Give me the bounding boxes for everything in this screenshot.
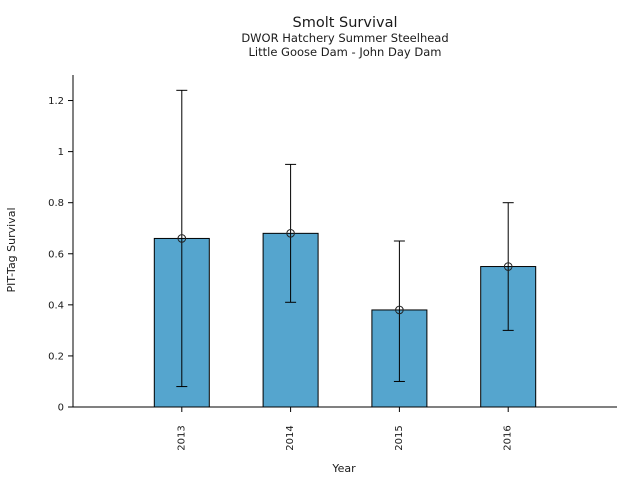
- y-tick-label: 0.8: [48, 198, 64, 209]
- y-axis-title: PIT-Tag Survival: [5, 207, 18, 292]
- x-tick-label-2014: 2014: [285, 425, 296, 450]
- chart-subtitle-1: DWOR Hatchery Summer Steelhead: [241, 31, 448, 45]
- point-marker-2014: [286, 229, 295, 238]
- y-tick-label: 0.4: [48, 300, 64, 311]
- x-axis-title: Year: [331, 462, 356, 475]
- chart-title: Smolt Survival: [293, 15, 398, 31]
- x-tick-label-2013: 2013: [176, 425, 187, 450]
- x-tick-label-2015: 2015: [394, 425, 405, 450]
- plot-area: 0 0.2 0.4 0.6 0.8 1 1.2 2013 2014 2015 2016: [48, 75, 617, 451]
- point-marker-2016: [503, 262, 513, 271]
- x-tick-label-2016: 2016: [503, 425, 514, 450]
- chart-subtitle-2: Little Goose Dam - John Day Dam: [249, 45, 442, 59]
- y-tick-label: 1: [58, 147, 64, 158]
- y-tick-label: 0.6: [48, 249, 64, 260]
- y-tick-label: 0: [58, 403, 64, 414]
- y-tick-label: 1.2: [48, 96, 64, 107]
- point-marker-2013: [177, 234, 187, 243]
- y-tick-label: 0.2: [48, 351, 64, 362]
- point-marker-2015: [395, 305, 404, 315]
